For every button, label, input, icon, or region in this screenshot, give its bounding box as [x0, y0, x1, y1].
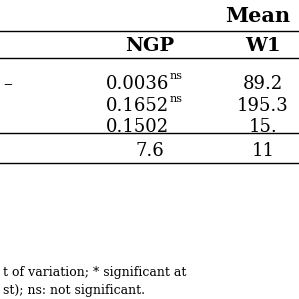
Text: st); ns: not significant.: st); ns: not significant. — [3, 283, 145, 297]
Text: 195.3: 195.3 — [237, 97, 289, 115]
Text: W1: W1 — [245, 37, 281, 55]
Text: 0.0036: 0.0036 — [106, 75, 169, 93]
Text: 11: 11 — [252, 142, 274, 160]
Text: 0.1652: 0.1652 — [106, 97, 169, 115]
Text: t of variation; * significant at: t of variation; * significant at — [3, 266, 186, 279]
Text: 89.2: 89.2 — [243, 75, 283, 93]
Text: 15.: 15. — [249, 118, 277, 136]
Text: –: – — [3, 75, 12, 93]
Text: ns: ns — [170, 71, 183, 81]
Text: Mean: Mean — [225, 7, 290, 26]
Text: NGP: NGP — [125, 37, 174, 55]
Text: ns: ns — [170, 94, 183, 104]
Text: 0.1502: 0.1502 — [106, 118, 169, 136]
Text: 7.6: 7.6 — [135, 142, 164, 160]
